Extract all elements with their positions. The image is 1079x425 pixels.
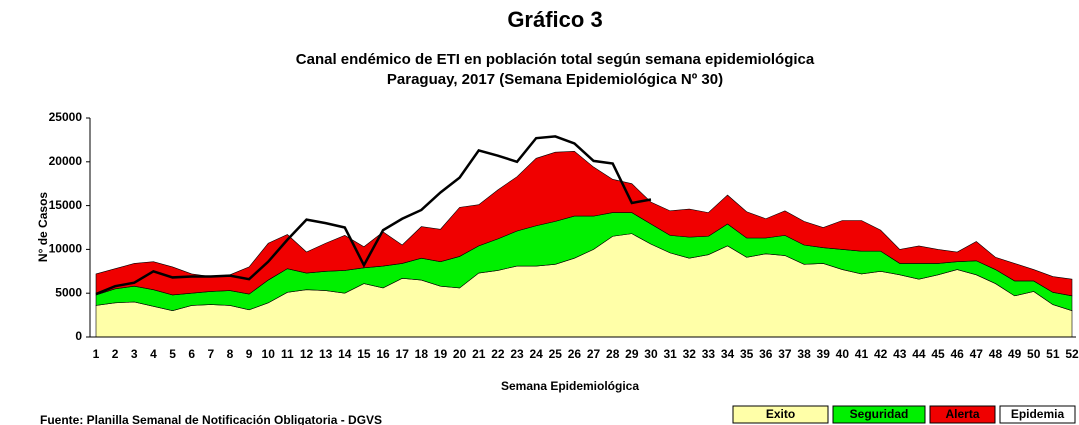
legend-swatch	[832, 405, 926, 424]
x-tick-label: 26	[568, 347, 582, 361]
legend-swatch	[732, 405, 829, 424]
x-tick-label: 4	[150, 347, 157, 361]
y-tick-label: 20000	[49, 154, 83, 168]
x-tick-label: 47	[970, 347, 984, 361]
x-tick-label: 38	[797, 347, 811, 361]
legend-swatch	[929, 405, 996, 424]
x-tick-label: 20	[453, 347, 467, 361]
x-tick-label: 51	[1046, 347, 1060, 361]
x-tick-label: 21	[472, 347, 486, 361]
x-tick-label: 35	[740, 347, 754, 361]
x-tick-label: 23	[510, 347, 524, 361]
x-tick-label: 3	[131, 347, 138, 361]
x-tick-label: 16	[376, 347, 390, 361]
y-tick-label: 10000	[49, 242, 83, 256]
x-tick-label: 9	[246, 347, 253, 361]
x-tick-label: 52	[1065, 347, 1079, 361]
x-tick-label: 44	[912, 347, 926, 361]
x-tick-label: 18	[415, 347, 429, 361]
x-tick-label: 37	[778, 347, 792, 361]
x-tick-label: 50	[1027, 347, 1041, 361]
x-tick-label: 15	[357, 347, 371, 361]
x-tick-label: 5	[169, 347, 176, 361]
y-axis-label: N° de Casos	[36, 192, 50, 262]
x-tick-label: 40	[836, 347, 850, 361]
x-tick-label: 43	[893, 347, 907, 361]
x-tick-label: 33	[702, 347, 716, 361]
legend-label: Alerta	[945, 407, 979, 421]
chart-subtitle: Canal endémico de ETI en población total…	[296, 51, 815, 68]
legend-label: Seguridad	[850, 407, 909, 421]
y-tick-label: 0	[75, 329, 82, 343]
x-tick-label: 1	[93, 347, 100, 361]
x-tick-label: 2	[112, 347, 119, 361]
y-tick-label: 25000	[49, 110, 83, 124]
x-tick-label: 32	[683, 347, 697, 361]
chart-subtitle: Paraguay, 2017 (Semana Epidemiológica Nº…	[387, 71, 723, 88]
x-tick-label: 6	[188, 347, 195, 361]
x-tick-label: 34	[721, 347, 735, 361]
x-tick-label: 14	[338, 347, 352, 361]
x-tick-label: 41	[855, 347, 869, 361]
x-tick-label: 46	[950, 347, 964, 361]
cases-line	[95, 135, 652, 296]
x-tick-label: 31	[663, 347, 677, 361]
x-axis-label: Semana Epidemiológica	[501, 379, 639, 393]
legend-label: Exito	[766, 407, 795, 421]
legend-label: Epidemia	[1011, 407, 1065, 421]
x-tick-label: 28	[606, 347, 620, 361]
x-tick-label: 27	[587, 347, 601, 361]
x-tick-label: 19	[434, 347, 448, 361]
x-tick-label: 7	[207, 347, 214, 361]
x-tick-label: 48	[989, 347, 1003, 361]
x-tick-label: 39	[817, 347, 831, 361]
source-note: Fuente: Planilla Semanal de Notificación…	[40, 413, 382, 425]
area-2	[95, 150, 1073, 297]
x-tick-label: 49	[1008, 347, 1022, 361]
x-tick-label: 13	[319, 347, 333, 361]
chart-title: Gráfico 3	[507, 7, 602, 32]
legend-swatch	[999, 405, 1076, 424]
x-tick-label: 42	[874, 347, 888, 361]
x-tick-label: 29	[625, 347, 639, 361]
x-tick-label: 22	[491, 347, 505, 361]
x-tick-label: 12	[300, 347, 314, 361]
x-tick-label: 10	[262, 347, 276, 361]
x-tick-label: 25	[549, 347, 563, 361]
x-tick-label: 30	[644, 347, 658, 361]
x-tick-label: 17	[396, 347, 410, 361]
x-tick-label: 36	[759, 347, 773, 361]
y-tick-label: 15000	[49, 198, 83, 212]
x-tick-label: 8	[227, 347, 234, 361]
y-tick-label: 5000	[55, 285, 82, 299]
x-tick-label: 45	[931, 347, 945, 361]
x-tick-label: 24	[529, 347, 543, 361]
x-tick-label: 11	[281, 347, 294, 361]
